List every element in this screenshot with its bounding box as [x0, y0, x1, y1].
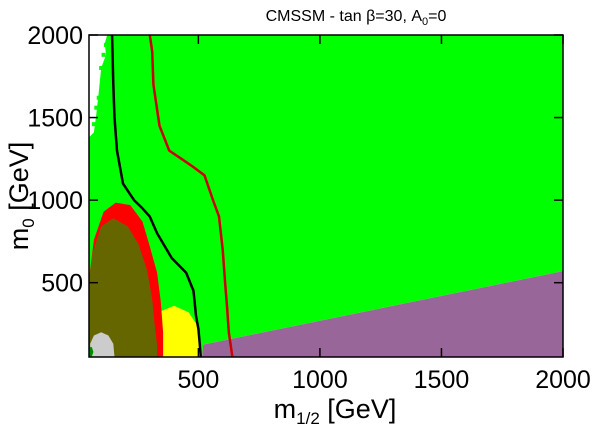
x-tick-label-2000: 2000 [535, 366, 591, 394]
scatter-speck-1 [100, 82, 105, 87]
scatter-speck-8 [95, 123, 100, 128]
y-tick-label-1000: 1000 [27, 187, 83, 215]
specks-layer [91, 42, 109, 128]
scatter-speck-4 [91, 122, 96, 127]
bright-green-region [89, 35, 563, 357]
y-tick-label-1500: 1500 [27, 105, 83, 133]
y-tick-label-500: 500 [41, 270, 83, 298]
black-contour [110, 35, 203, 357]
purple-region [202, 271, 563, 357]
y-axis-title: m0 [GeV] [4, 142, 38, 251]
x-tick-label-500: 500 [178, 366, 220, 394]
x-tick-label-1500: 1500 [414, 366, 470, 394]
olive-region [89, 218, 158, 357]
plot-frame [88, 34, 564, 358]
regions-layer [89, 35, 563, 357]
ticks-layer: 500 1000 1500 2000 500 1000 1500 2000 [27, 22, 590, 394]
dark-green-patch [89, 347, 94, 357]
scatter-speck-6 [101, 52, 106, 57]
x-tick-label-1000: 1000 [292, 366, 348, 394]
scatter-speck-5 [97, 115, 102, 120]
yellow-region [157, 305, 202, 357]
plot-title: CMSSM - tan β=30, A0=0 [266, 8, 447, 28]
scatter-speck-0 [99, 66, 104, 71]
contours-layer [110, 35, 234, 357]
gray-region [90, 332, 115, 357]
red-contour [148, 35, 234, 357]
scatter-speck-3 [94, 105, 99, 110]
scatter-speck-7 [104, 42, 109, 47]
scatter-speck-2 [96, 95, 101, 100]
x-axis-title: m1/2 [GeV] [274, 394, 397, 428]
y-tick-label-2000: 2000 [27, 22, 83, 50]
